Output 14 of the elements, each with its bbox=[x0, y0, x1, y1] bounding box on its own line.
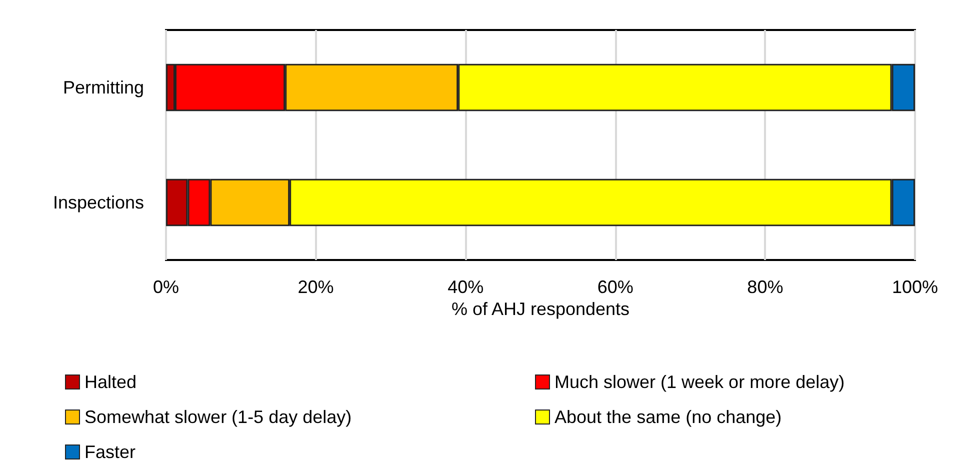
x-axis-title: % of AHJ respondents bbox=[451, 299, 630, 319]
legend-label: Much slower (1 week or more delay) bbox=[554, 372, 845, 392]
legend-label: About the same (no change) bbox=[554, 407, 782, 427]
x-tick-label: 0% bbox=[152, 277, 180, 297]
legend-label: Somewhat slower (1-5 day delay) bbox=[84, 407, 352, 427]
y-tick-label: Inspections bbox=[52, 192, 144, 212]
x-tick-label: 40% bbox=[448, 277, 484, 297]
x-tick-label: 20% bbox=[298, 277, 334, 297]
x-tick-label: 80% bbox=[747, 277, 784, 297]
x-tick-label: 100% bbox=[892, 277, 938, 297]
x-tick-label: 60% bbox=[597, 277, 634, 297]
y-tick-label: Permitting bbox=[62, 78, 144, 98]
legend-label: Faster bbox=[84, 442, 136, 462]
legend-label: Halted bbox=[84, 372, 137, 392]
